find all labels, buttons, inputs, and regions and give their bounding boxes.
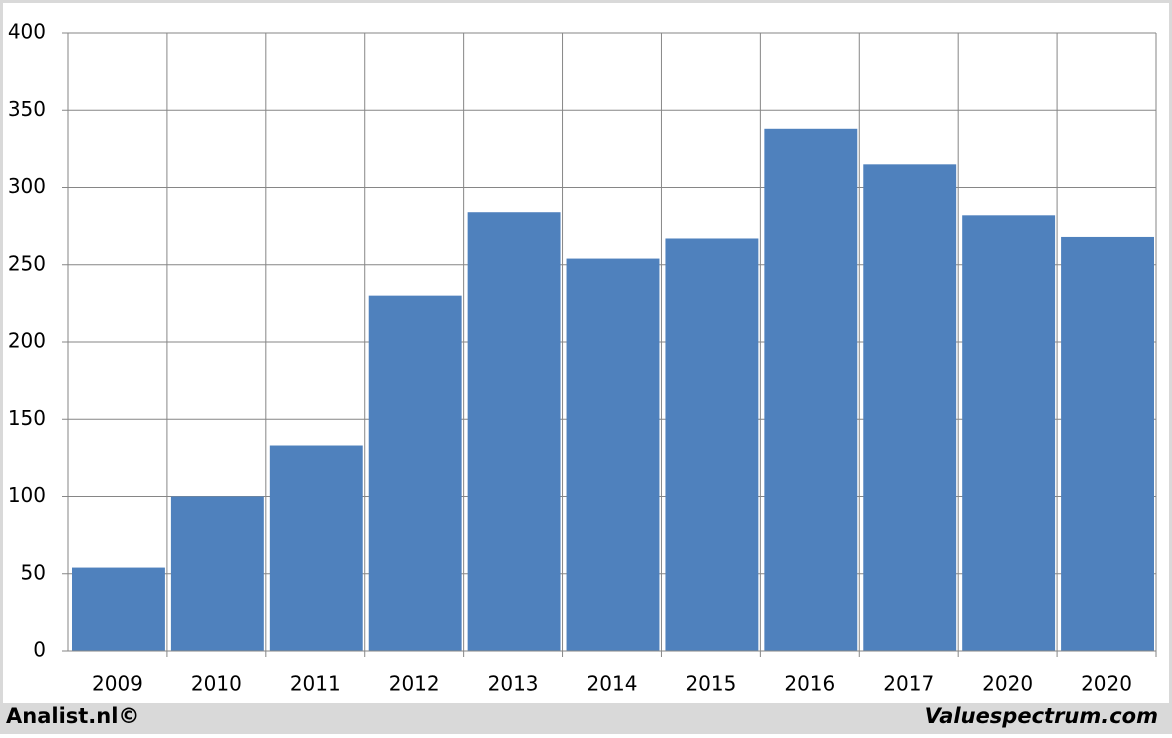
x-tick-label: 2017 (883, 672, 934, 696)
x-tick-label: 2020 (1081, 672, 1132, 696)
y-tick-label: 200 (8, 329, 46, 353)
y-tick-label: 150 (8, 406, 46, 430)
x-tick-label: 2020 (982, 672, 1033, 696)
y-tick-label: 400 (8, 20, 46, 44)
y-tick-label: 350 (8, 97, 46, 121)
bar (962, 215, 1056, 651)
bar (566, 258, 660, 651)
y-tick-label: 100 (8, 483, 46, 507)
bar (863, 164, 957, 651)
y-tick-label: 300 (8, 174, 46, 198)
bar (665, 238, 759, 652)
x-tick-label: 2012 (389, 672, 440, 696)
y-tick-label: 250 (8, 251, 46, 275)
bar (467, 212, 561, 651)
x-tick-label: 2016 (784, 672, 835, 696)
x-tick-label: 2009 (92, 672, 143, 696)
bar (269, 445, 363, 651)
footer-left: Analist.nl© (6, 704, 139, 728)
x-tick-label: 2014 (587, 672, 638, 696)
x-tick-label: 2010 (191, 672, 242, 696)
x-tick-label: 2011 (290, 672, 341, 696)
bar (170, 496, 264, 651)
x-tick-label: 2015 (685, 672, 736, 696)
footer-right: Valuespectrum.com (925, 704, 1158, 728)
bar (368, 295, 462, 651)
y-tick-label: 50 (21, 560, 46, 584)
y-tick-label: 0 (33, 638, 46, 662)
bar (764, 128, 858, 652)
bar (72, 567, 165, 651)
bar (1061, 236, 1154, 651)
x-tick-label: 2013 (488, 672, 539, 696)
